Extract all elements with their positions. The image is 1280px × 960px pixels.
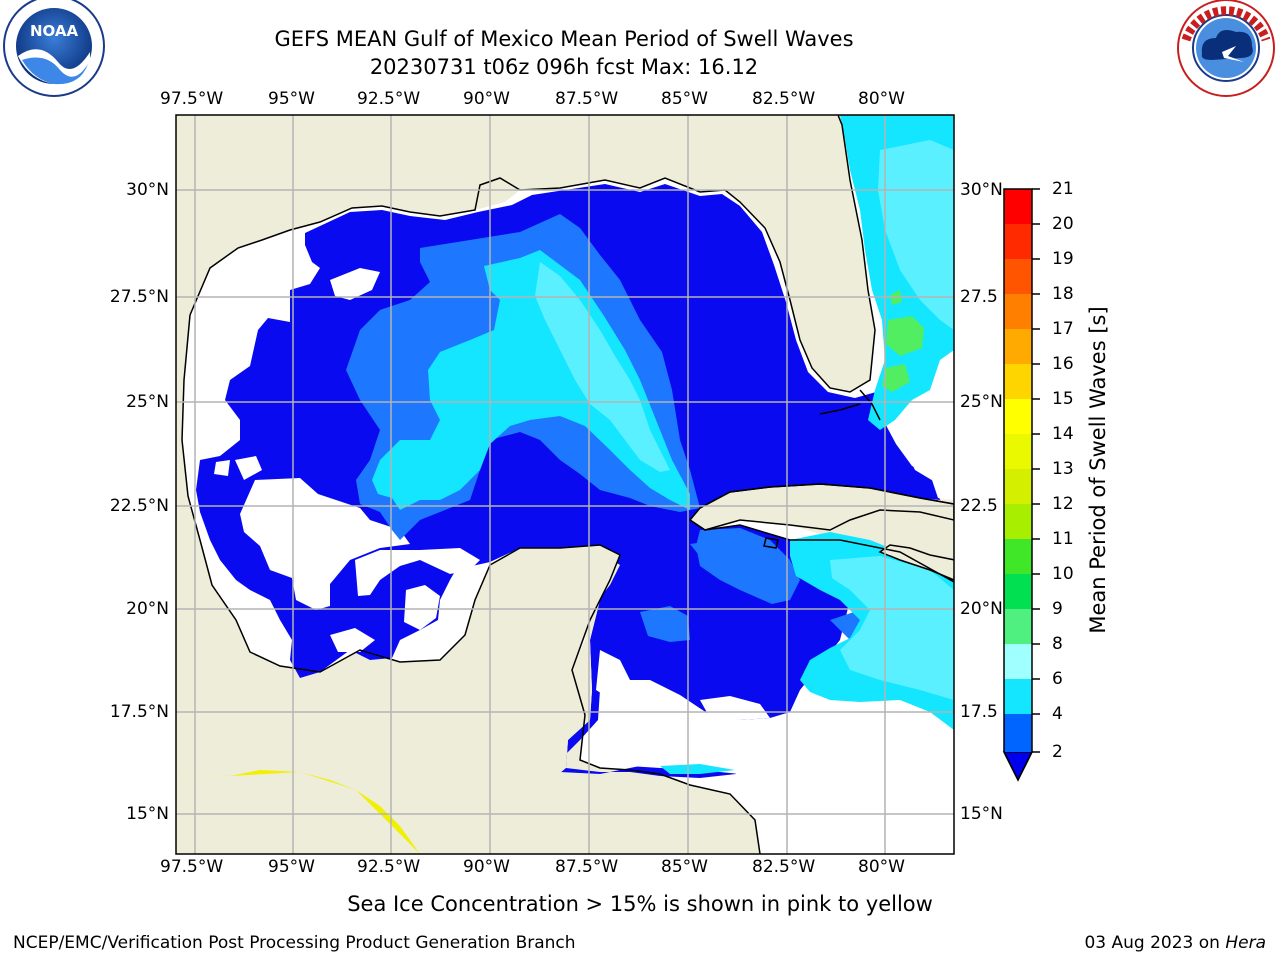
footer-machine: Hera (1225, 933, 1266, 953)
lat-tick-right: 30°N (960, 180, 1003, 200)
swell-period-9to10 (882, 290, 924, 392)
footer-credit: NCEP/EMC/Verification Post Processing Pr… (13, 933, 576, 953)
lat-tick-left: 25°N (126, 392, 169, 412)
sea-ice-note-text: Sea Ice Concentration > 15% is shown in … (347, 892, 933, 916)
footer-date-text: 03 Aug 2023 on (1084, 933, 1226, 953)
lat-tick-left: 27.5°N (109, 287, 169, 307)
lat-tick-right: 25°N (960, 392, 1003, 412)
map-subtitle: 20230731 t06z 096h fcst Max: 16.12 (369, 55, 759, 79)
lat-tick-left: 30°N (126, 180, 169, 200)
lon-tick-top: 87.5°W (555, 89, 619, 109)
colorbar-tick-label: 16 (1052, 354, 1074, 374)
swell-period-8to9 (535, 140, 954, 700)
colorbar-tick-label: 18 (1052, 284, 1074, 304)
lat-tick-right: 20°N (960, 599, 1003, 619)
lat-tick-right: 22.5 (960, 496, 998, 516)
colorbar-tick-label: 10 (1052, 564, 1074, 584)
colorbar-tick-label: 11 (1052, 529, 1074, 549)
colorbar-tick-label: 17 (1052, 319, 1074, 339)
lat-tick-left: 20°N (126, 599, 169, 619)
lat-tick-right: 17.5 (960, 702, 998, 722)
lon-tick-bottom: 85°W (661, 857, 708, 877)
lon-tick-bottom: 90°W (463, 857, 510, 877)
lon-tick-top: 80°W (858, 89, 905, 109)
colorbar-title: Mean Period of Swell Waves [s] (1086, 306, 1110, 634)
missing-patches (214, 268, 954, 800)
colorbar-tick-label: 4 (1052, 704, 1063, 724)
colorbar-tick-label: 9 (1052, 599, 1063, 619)
noaa-logo-text: NOAA (30, 22, 79, 40)
lon-tick-top: 92.5°W (357, 89, 421, 109)
colorbar-tick-label: 6 (1052, 669, 1063, 689)
lon-tick-bottom: 97.5°W (160, 857, 224, 877)
nws-logo (1177, 0, 1275, 97)
lon-tick-top: 90°W (463, 89, 510, 109)
colorbar-tick-label: 21 (1052, 179, 1074, 199)
lat-tick-left: 15°N (126, 804, 169, 824)
lon-tick-top: 85°W (661, 89, 708, 109)
colorbar-tick-label: 19 (1052, 249, 1074, 269)
lat-tick-right: 27.5 (960, 287, 998, 307)
lon-tick-top: 97.5°W (160, 89, 224, 109)
colorbar-tick-label: 20 (1052, 214, 1074, 234)
footer-date: 03 Aug 2023 on Hera (1084, 933, 1266, 953)
lon-tick-bottom: 87.5°W (555, 857, 619, 877)
land-masses (176, 483, 954, 854)
sea-ice-note: Sea Ice Concentration > 15% is shown in … (0, 892, 1280, 916)
map-frame (175, 114, 955, 855)
lon-tick-bottom: 80°W (858, 857, 905, 877)
map-area (176, 115, 954, 854)
lat-tick-left: 22.5°N (109, 496, 169, 516)
colorbar-tick-label: 14 (1052, 424, 1074, 444)
colorbar-tick-label: 15 (1052, 389, 1074, 409)
colorbar-tick-label: 12 (1052, 494, 1074, 514)
lon-tick-top: 82.5°W (752, 89, 816, 109)
colorbar-tick-label: 2 (1052, 742, 1063, 762)
noaa-logo: NOAA (3, 0, 105, 97)
lat-tick-left: 17.5°N (109, 702, 169, 722)
colorbar (1002, 188, 1040, 782)
colorbar-tick-label: 8 (1052, 634, 1063, 654)
lon-tick-bottom: 82.5°W (752, 857, 816, 877)
colorbar-tick-label: 13 (1052, 459, 1074, 479)
lon-tick-bottom: 92.5°W (357, 857, 421, 877)
lat-tick-right: 15°N (960, 804, 1003, 824)
lon-tick-bottom: 95°W (268, 857, 315, 877)
lon-tick-top: 95°W (268, 89, 315, 109)
map-title: GEFS MEAN Gulf of Mexico Mean Period of … (274, 27, 854, 51)
map-gridlines (176, 115, 954, 854)
coastlines (181, 115, 954, 854)
